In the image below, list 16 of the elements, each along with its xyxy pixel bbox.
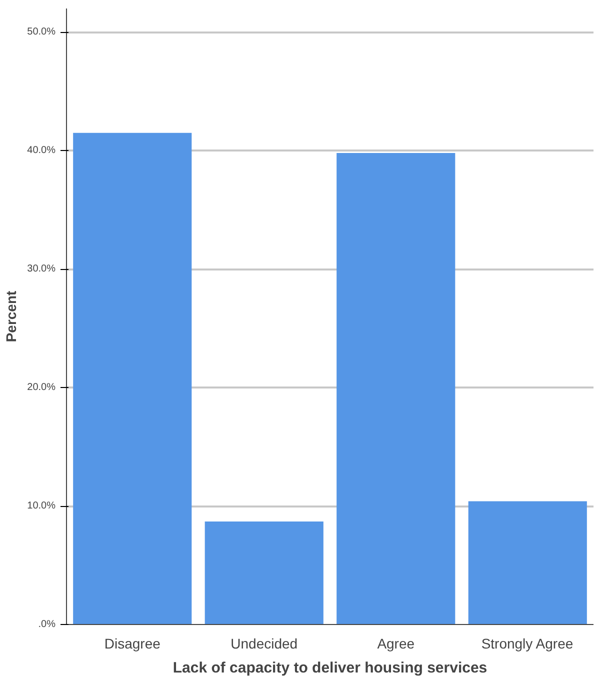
bar [204,521,324,624]
y-tick-label: 10.0% [27,500,56,512]
y-tick-label: .0% [38,619,56,630]
y-tick-label: 40.0% [27,145,56,156]
y-tick-label: 30.0% [27,264,56,275]
bar [468,501,587,624]
y-tick-label: 20.0% [27,382,56,394]
x-tick-label: Disagree [104,636,161,652]
x-tick-label: Strongly Agree [481,636,574,652]
x-tick-label: Agree [377,636,415,652]
x-tick-label: Undecided [230,636,298,652]
y-axis-title: Percent [3,290,20,342]
x-axis-title: Lack of capacity to deliver housing services [172,660,488,676]
y-tick-label: 50.0% [27,26,56,38]
bar [336,153,456,624]
bar [73,132,192,624]
